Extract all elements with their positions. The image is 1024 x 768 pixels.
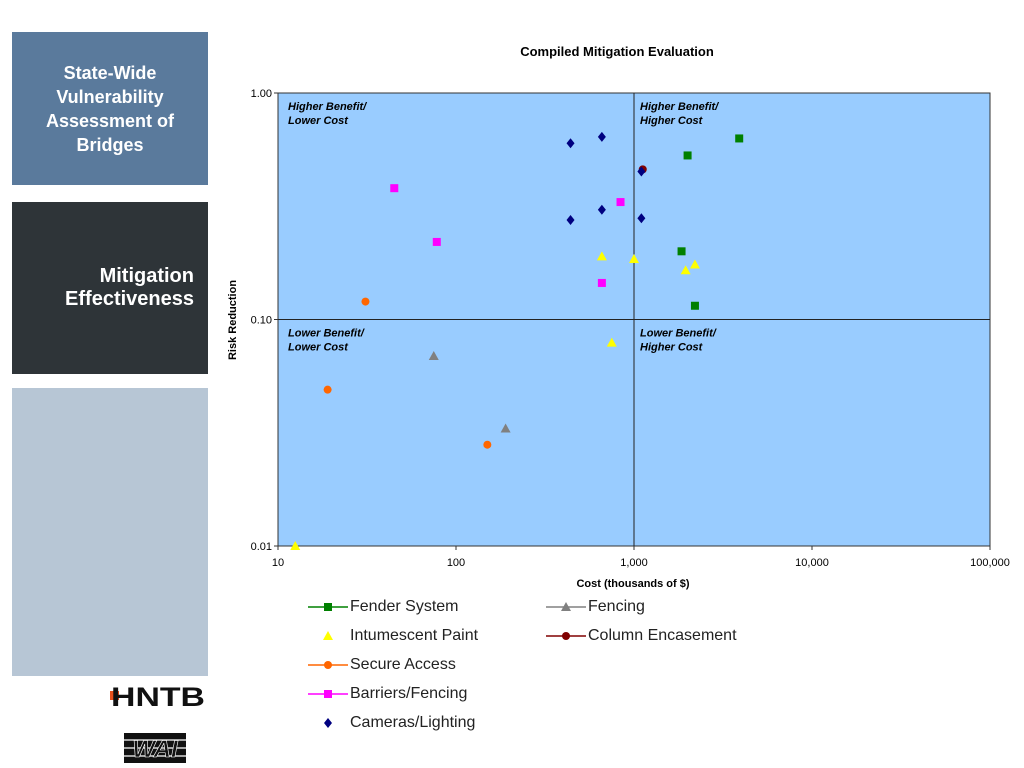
- legend-item-cameras-lighting: Cameras/Lighting: [308, 713, 475, 733]
- legend-item-secure-access: Secure Access: [308, 655, 456, 675]
- wai-logo: WAI: [124, 733, 186, 763]
- data-point-barriers-fencing: [616, 198, 625, 207]
- legend-label-fender-system: Fender System: [350, 598, 459, 615]
- data-point-intumescent-paint: [290, 541, 301, 550]
- data-point-cameras-lighting: [597, 131, 606, 142]
- data-point-cameras-lighting: [566, 214, 575, 225]
- data-point-secure-access: [483, 440, 492, 449]
- legend-marker-barriers-fencing: [308, 690, 348, 698]
- legend-marker-intumescent-paint: [323, 631, 333, 640]
- active-topic-label: Mitigation Effectiveness: [65, 265, 194, 310]
- x-tick-label: 100,000: [970, 557, 1010, 569]
- svg-text:WAI: WAI: [132, 736, 179, 763]
- y-axis-label: Risk Reduction: [227, 280, 239, 360]
- data-point-intumescent-paint: [596, 251, 607, 261]
- data-point-barriers-fencing: [390, 184, 399, 193]
- quadrant-label-top-left: Higher Benefit/Lower Cost: [288, 101, 368, 127]
- legend-label-intumescent-paint: Intumescent Paint: [350, 627, 479, 644]
- data-point-barriers-fencing: [597, 278, 606, 287]
- data-point-secure-access: [323, 385, 332, 394]
- data-point-secure-access: [361, 297, 370, 306]
- x-tick-label: 1,000: [620, 557, 648, 569]
- legend-item-barriers-fencing: Barriers/Fencing: [308, 684, 467, 704]
- svg-text:HNTB: HNTB: [111, 682, 205, 710]
- legend-label-secure-access: Secure Access: [350, 656, 456, 673]
- legend-item-fencing: Fencing: [546, 597, 645, 617]
- data-point-intumescent-paint: [680, 265, 691, 275]
- data-point-intumescent-paint: [606, 337, 617, 347]
- data-point-intumescent-paint: [689, 259, 700, 269]
- sidebar-empty-panel: [12, 388, 208, 676]
- quadrant-label-bottom-right: Lower Benefit/Higher Cost: [640, 328, 718, 354]
- data-point-cameras-lighting: [637, 213, 646, 224]
- data-point-cameras-lighting: [566, 138, 575, 149]
- x-axis-label: Cost (thousands of $): [576, 578, 689, 590]
- section-title-box: State-Wide Vulnerability Assessment of B…: [12, 32, 208, 185]
- legend-label-fencing: Fencing: [588, 598, 645, 615]
- data-point-cameras-lighting: [597, 204, 606, 215]
- legend-marker-column-encasement: [546, 632, 586, 640]
- quadrant-label-bottom-left: Lower Benefit/Lower Cost: [288, 328, 366, 354]
- legend-marker-cameras-lighting: [324, 718, 332, 728]
- y-tick-label: 0.10: [251, 315, 272, 327]
- data-point-fender-system: [735, 134, 744, 143]
- hntb-logo: HNTB: [110, 682, 205, 710]
- data-point-barriers-fencing: [432, 237, 441, 246]
- y-tick-label: 0.01: [251, 541, 272, 553]
- data-point-fencing: [500, 423, 511, 433]
- x-tick-label: 100: [447, 557, 465, 569]
- data-point-fender-system: [677, 247, 686, 256]
- chart-title: Compiled Mitigation Evaluation: [520, 44, 714, 59]
- mitigation-scatter-chart: Compiled Mitigation Evaluation 10 100 1,00…: [227, 44, 1010, 590]
- x-tick-label: 10,000: [795, 557, 829, 569]
- legend-item-fender-system: Fender System: [308, 597, 458, 617]
- legend-marker-secure-access: [308, 661, 348, 669]
- data-point-cameras-lighting: [637, 166, 646, 177]
- data-point-fender-system: [690, 301, 699, 310]
- legend-label-column-encasement: Column Encasement: [588, 627, 737, 644]
- legend-label-cameras-lighting: Cameras/Lighting: [350, 714, 476, 731]
- legend-marker-fencing: [546, 602, 586, 611]
- legend-item-intumescent-paint: Intumescent Paint: [308, 626, 478, 646]
- quadrant-label-top-right: Higher Benefit/Higher Cost: [640, 101, 720, 127]
- legend-item-column-encasement: Column Encasement: [546, 626, 737, 646]
- x-tick-label: 10: [272, 557, 284, 569]
- data-point-fender-system: [683, 151, 692, 160]
- legend-marker-fender-system: [308, 603, 348, 611]
- section-title: State-Wide Vulnerability Assessment of B…: [45, 62, 175, 155]
- data-point-fencing: [428, 351, 439, 361]
- legend-label-barriers-fencing: Barriers/Fencing: [350, 685, 468, 702]
- active-topic-box: Mitigation Effectiveness: [12, 202, 208, 374]
- data-point-intumescent-paint: [629, 253, 639, 263]
- y-tick-label: 1.00: [251, 88, 272, 100]
